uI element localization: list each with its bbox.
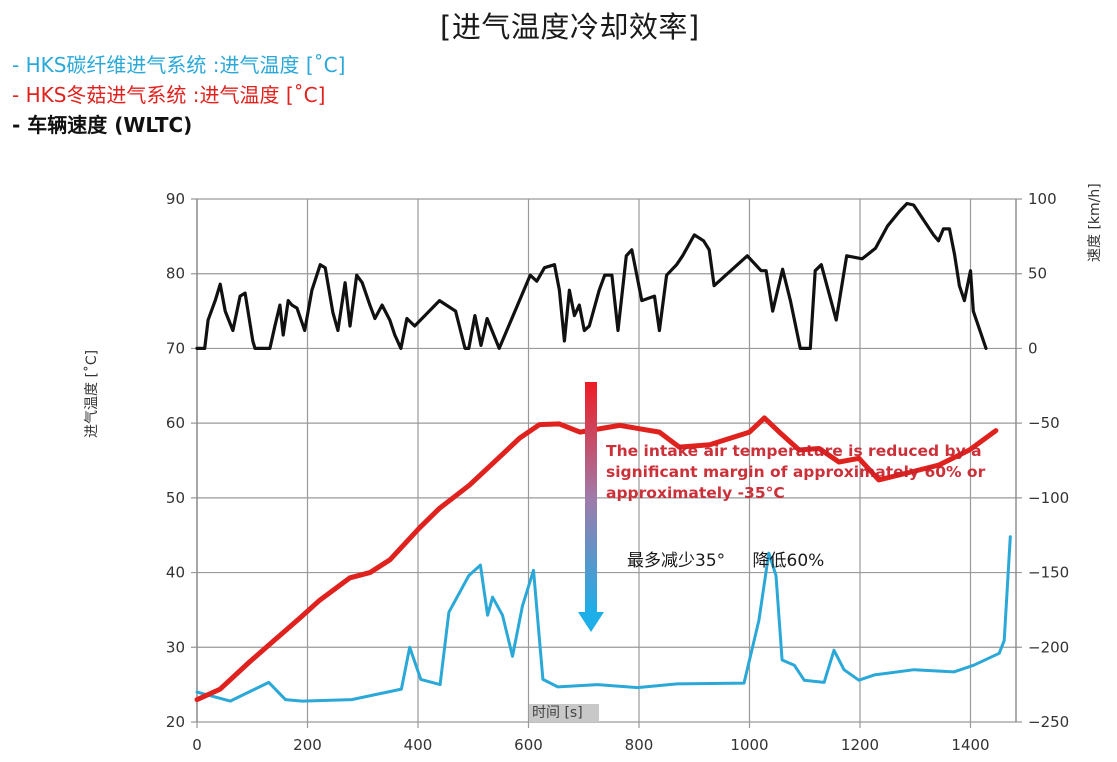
- y-right-tick-label: 50: [1028, 265, 1047, 283]
- y-right-tick-label: −50: [1028, 414, 1060, 432]
- annotation-percent-reduction: 降低60%: [752, 551, 825, 571]
- annotation-chinese: 最多减少35° 降低60%: [627, 546, 846, 571]
- series-line: [194, 415, 999, 703]
- x-tick-label: 400: [404, 736, 433, 754]
- y-left-tick-label: 90: [166, 190, 185, 208]
- axes: [196, 199, 1017, 722]
- x-axis-ticks: 0 200 400 600 800 1000 1200 1400: [192, 736, 989, 754]
- y-left-tick-label: 60: [166, 414, 185, 432]
- chart-title: [进气温度冷却效率]: [440, 10, 700, 44]
- x-tick-label: 200: [293, 736, 322, 754]
- series-line: [195, 535, 1012, 703]
- y-right-axis-ticks: 100 50 0 −50 −100 −150 −200 −250: [1028, 190, 1069, 731]
- y-right-axis-label: 速度 [km/h]: [1087, 183, 1103, 262]
- x-tick-label: 1400: [951, 736, 989, 754]
- y-right-tick-label: −100: [1028, 489, 1069, 507]
- y-left-tick-label: 50: [166, 489, 185, 507]
- y-left-tick-label: 20: [166, 713, 185, 731]
- series-line: [195, 201, 988, 350]
- y-left-tick-label: 70: [166, 339, 185, 357]
- legend-item-mushroom-intake: - HKS冬菇进气系统 :进气温度 [˚C]: [12, 83, 326, 107]
- down-arrow-icon: [578, 382, 604, 632]
- legend-item-vehicle-speed: - 车辆速度 (WLTC): [12, 113, 193, 137]
- y-left-tick-label: 40: [166, 564, 185, 582]
- y-right-tick-label: 100: [1028, 190, 1057, 208]
- x-tick-label: 1200: [841, 736, 879, 754]
- y-left-tick-label: 30: [166, 638, 185, 656]
- x-axis-label: 时间 [s]: [529, 704, 599, 722]
- gridlines: [191, 198, 1022, 728]
- y-right-tick-label: −250: [1028, 713, 1069, 731]
- x-tick-label: 1000: [730, 736, 768, 754]
- series-lines: [194, 201, 1012, 703]
- y-left-axis-label: 进气温度 [˚C]: [83, 350, 100, 438]
- legend-item-carbon-intake: - HKS碳纤维进气系统 :进气温度 [˚C]: [12, 53, 346, 77]
- x-tick-label: 0: [192, 736, 202, 754]
- y-left-tick-label: 80: [166, 265, 185, 283]
- y-right-tick-label: 0: [1028, 339, 1038, 357]
- annotation-english: The intake air temperature is reduced by…: [606, 442, 986, 502]
- x-tick-label: 600: [514, 736, 543, 754]
- y-right-tick-label: −150: [1028, 564, 1069, 582]
- y-left-axis-ticks: 90 80 70 60 50 40 30 20: [166, 190, 185, 731]
- y-right-tick-label: −200: [1028, 638, 1069, 656]
- legend: - HKS碳纤维进气系统 :进气温度 [˚C] - HKS冬菇进气系统 :进气温…: [12, 50, 345, 140]
- x-tick-label: 800: [625, 736, 654, 754]
- annotation-max-reduction: 最多减少35°: [627, 551, 726, 571]
